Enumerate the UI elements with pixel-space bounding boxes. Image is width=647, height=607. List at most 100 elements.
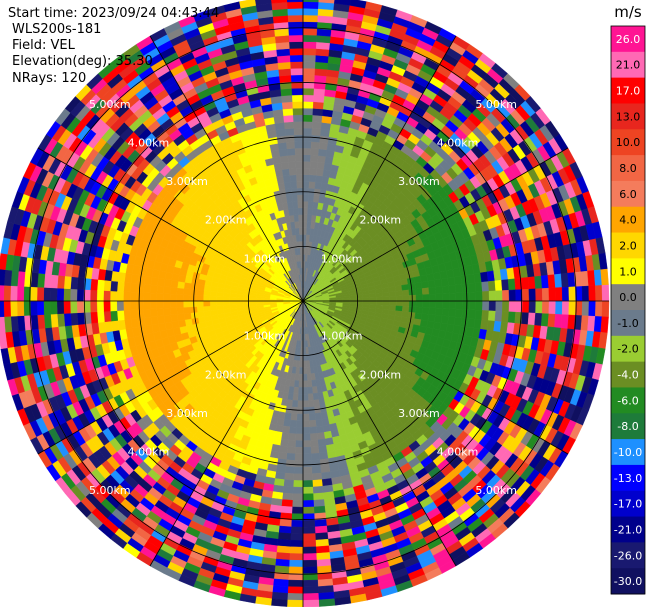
velocity-gate: [163, 314, 172, 324]
velocity-gate: [427, 279, 436, 289]
velocity-gate: [96, 279, 105, 291]
velocity-gate: [278, 445, 288, 454]
velocity-gate: [302, 453, 312, 461]
velocity-gate: [302, 393, 309, 401]
velocity-gate: [302, 34, 318, 43]
velocity-gate: [90, 311, 99, 324]
velocity-gate: [302, 114, 313, 122]
velocity-gate: [223, 304, 231, 310]
velocity-gate: [216, 296, 224, 302]
velocity-gate: [302, 400, 309, 408]
velocity-gate: [482, 291, 490, 302]
velocity-gate: [288, 559, 304, 568]
velocity-gate: [313, 94, 325, 103]
velocity-gate: [521, 277, 530, 290]
velocity-gate: [109, 290, 118, 302]
velocity-gate: [481, 310, 490, 321]
velocity-gate: [298, 367, 304, 375]
velocity-gate: [203, 295, 211, 302]
velocity-gate: [309, 433, 318, 441]
velocity-gate: [170, 313, 179, 323]
velocity-gate: [534, 275, 543, 290]
velocity-gate: [447, 276, 456, 286]
velocity-gate: [316, 432, 326, 441]
velocity-gate: [56, 313, 66, 327]
velocity-gate: [501, 279, 510, 291]
velocity-gate: [319, 458, 330, 467]
velocity-gate: [295, 433, 304, 441]
velocity-gate: [249, 300, 257, 304]
velocity-gate: [281, 425, 291, 434]
velocity-gate: [280, 505, 293, 514]
velocity-gate: [401, 284, 410, 291]
velocity-gate: [203, 305, 211, 312]
velocity-gate: [116, 281, 125, 292]
velocity-gate: [308, 194, 315, 202]
velocity-gate: [109, 300, 118, 312]
velocity-gate: [318, 0, 335, 4]
velocity-gate: [600, 268, 609, 286]
velocity-gate: [388, 291, 397, 297]
velocity-gate: [334, 0, 351, 6]
velocity-gate: [447, 316, 456, 326]
velocity-gate: [540, 275, 550, 289]
velocity-gate: [547, 274, 556, 289]
velocity-gate: [163, 286, 171, 295]
velocity-gate: [103, 310, 112, 323]
velocity-gate: [302, 367, 308, 375]
velocity-gate: [229, 296, 237, 302]
velocity-gate: [302, 373, 308, 382]
velocity-gate: [149, 300, 158, 310]
velocity-gate: [507, 278, 516, 291]
velocity-gate: [302, 14, 319, 23]
velocity-gate: [313, 505, 326, 514]
velocity-gate: [302, 54, 317, 63]
velocity-gate: [302, 187, 310, 195]
velocity-gate: [302, 520, 316, 528]
velocity-gate: [302, 473, 313, 481]
velocity-gate: [494, 279, 503, 292]
velocity-gate: [294, 453, 304, 461]
velocity-gate: [302, 220, 308, 229]
velocity-gate: [288, 426, 297, 435]
velocity-gate: [601, 300, 610, 318]
velocity-gate: [581, 285, 590, 302]
velocity-gate: [435, 307, 443, 316]
velocity-gate: [461, 309, 470, 319]
velocity-gate: [495, 290, 503, 302]
velocity-gate: [302, 579, 319, 588]
velocity-gate: [455, 292, 463, 302]
velocity-gate: [143, 284, 152, 294]
velocity-gate: [302, 533, 316, 541]
velocity-gate: [176, 300, 184, 308]
velocity-gate: [279, 519, 292, 528]
velocity-gate: [110, 310, 118, 322]
velocity-gate: [302, 546, 317, 554]
velocity-gate: [297, 387, 304, 395]
velocity-gate: [169, 307, 178, 316]
velocity-gate: [369, 296, 377, 302]
velocity-gate: [448, 284, 457, 294]
velocity-gate: [69, 288, 78, 302]
velocity-gate: [415, 306, 423, 314]
velocity-gate: [527, 276, 536, 290]
velocity-gate: [314, 68, 328, 77]
velocity-gate: [37, 272, 46, 288]
velocity-gate: [382, 300, 390, 306]
velocity-gate: [540, 313, 550, 327]
velocity-gate: [507, 311, 516, 324]
velocity-gate: [287, 593, 304, 601]
velocity-gate: [547, 313, 556, 328]
velocity-gate: [441, 285, 450, 294]
velocity-gate: [302, 353, 307, 362]
velocity-gate: [560, 272, 569, 288]
velocity-gate: [429, 300, 437, 309]
velocity-gate: [270, 598, 288, 607]
velocity-gate: [468, 282, 476, 293]
velocity-gate: [453, 275, 463, 286]
velocity-gate: [50, 274, 59, 289]
velocity-gate: [196, 289, 204, 296]
velocity-gate: [302, 107, 314, 116]
velocity-gate: [312, 108, 324, 116]
velocity-gate: [541, 300, 550, 315]
